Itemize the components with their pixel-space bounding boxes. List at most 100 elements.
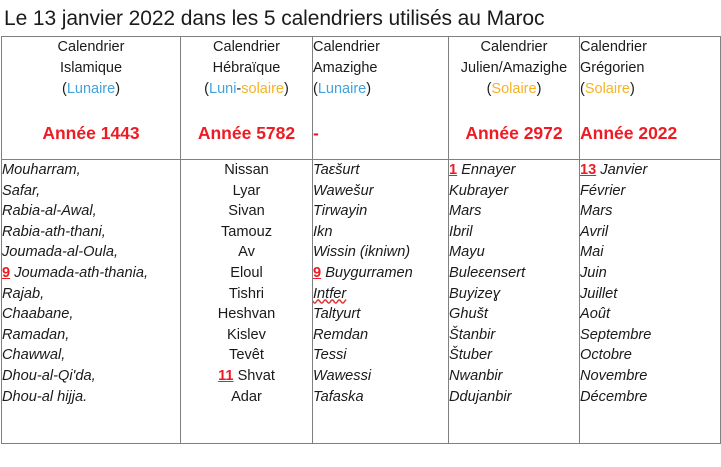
month-name: Buygurramen xyxy=(325,264,413,281)
calendar-type-label: (Lunaire) xyxy=(2,79,180,100)
paren-open: ( xyxy=(204,81,209,97)
month-name: Eloul xyxy=(230,264,263,281)
list-item: 11 Shvat xyxy=(181,366,312,387)
calendar-type-label: (Lunaire) xyxy=(313,79,448,100)
month-name: Kubrayer xyxy=(449,182,509,199)
list-item: Août xyxy=(580,304,720,325)
paren-close: ) xyxy=(536,81,542,97)
list-item: 9 Buygurramen xyxy=(313,263,448,284)
list-item: Avril xyxy=(580,222,720,243)
list-item: Intfer xyxy=(313,284,448,305)
calendar-year-amazighe: - xyxy=(313,123,319,143)
month-name: Rajab, xyxy=(2,285,45,302)
calendar-months-julien-amazighe: 1 Ennayer Kubrayer Mars Ibril Mayu Buleɛenser… xyxy=(448,159,580,444)
list-item: Safar, xyxy=(2,181,180,202)
list-item: Chawwal, xyxy=(2,345,180,366)
month-name: Mayu xyxy=(449,244,485,261)
calendar-type-label: (Solaire) xyxy=(580,79,720,100)
calendar-header-h-bra-que: Calendrier Hébraïque (Luni-solaire) Année 5… xyxy=(180,36,313,160)
calendar-header-islamique: Calendrier Islamique (Lunaire) Année 1443 xyxy=(1,36,181,160)
list-item: Sivan xyxy=(181,201,312,222)
calendar-months-gr-gorien: 13 Janvier Février Mars Avril Mai Juin Juillet… xyxy=(579,159,721,444)
month-name: Štuber xyxy=(449,347,492,364)
month-name: Taɛšurt xyxy=(313,162,360,178)
month-name: Tirwayin xyxy=(313,203,368,220)
month-name: Av xyxy=(238,244,255,261)
list-item: Ikn xyxy=(313,222,448,243)
calendar-type-lunaire: Lunaire xyxy=(317,81,367,97)
month-name: Lyar xyxy=(232,182,261,199)
list-item: Juillet xyxy=(580,284,720,305)
month-name: Sivan xyxy=(228,203,265,220)
month-name: Remdan xyxy=(313,326,369,343)
list-item: Joumada-al-Oula, xyxy=(2,242,180,263)
month-name: Ikn xyxy=(313,223,333,240)
list-item: Wawessi xyxy=(313,366,448,387)
calendar-name-line1: Calendrier xyxy=(580,39,647,55)
month-name: Intfer xyxy=(313,285,347,302)
list-item: Ddujanbir xyxy=(449,387,579,408)
list-item: Štanbir xyxy=(449,325,579,346)
month-name: Août xyxy=(580,306,611,323)
month-name: Tessi xyxy=(313,347,347,364)
list-item: Ghušt xyxy=(449,304,579,325)
month-name: Shvat xyxy=(237,367,275,384)
list-item: Nissan xyxy=(181,160,312,181)
list-item: Lyar xyxy=(181,181,312,202)
calendar-year-julien-amazighe: Année 2972 xyxy=(465,123,563,143)
calendar-type-lunaire: Luni xyxy=(209,81,237,97)
table-body-row: Mouharram, Safar, Rabia-al-Awal, Rabia-ath-… xyxy=(1,159,721,444)
list-item: Novembre xyxy=(580,366,720,387)
list-item: Juin xyxy=(580,263,720,284)
list-item: Taɛšurt xyxy=(313,160,448,181)
month-name: Octobre xyxy=(580,347,632,364)
month-name: Adar xyxy=(231,388,262,405)
list-item: Tishri xyxy=(181,284,312,305)
list-item: Rajab, xyxy=(2,284,180,305)
list-item: 9 Joumada-ath-thania, xyxy=(2,263,180,284)
month-name: Mai xyxy=(580,244,604,261)
list-item: Tamouz xyxy=(181,222,312,243)
highlighted-day: 9 xyxy=(313,264,322,281)
month-name: Septembre xyxy=(580,326,652,343)
list-item: Chaabane, xyxy=(2,304,180,325)
paren-close: ) xyxy=(366,81,372,97)
highlighted-day: 13 xyxy=(580,162,597,178)
list-item: Av xyxy=(181,242,312,263)
paren-close: ) xyxy=(283,81,289,97)
list-item: Taltyurt xyxy=(313,304,448,325)
month-name: Štanbir xyxy=(449,326,496,343)
month-name: Chaabane, xyxy=(2,306,74,323)
month-name: Ennayer xyxy=(461,162,516,178)
list-item: Tafaska xyxy=(313,387,448,408)
list-item: Dhou-al hijja. xyxy=(2,387,180,408)
calendar-name-line2: Islamique xyxy=(59,60,123,76)
paren-open: ( xyxy=(486,81,492,97)
list-item: Ramadan, xyxy=(2,325,180,346)
month-name: Ghušt xyxy=(449,306,488,323)
calendar-type-solaire: solaire xyxy=(241,81,284,97)
calendar-year-h-bra-que: Année 5782 xyxy=(197,123,296,143)
month-name: Mouharram, xyxy=(2,162,81,178)
list-item: Rabia-ath-thani, xyxy=(2,222,180,243)
calendar-header-julien-amazighe: Calendrier Julien/Amazighe (Solaire) Année … xyxy=(448,36,580,160)
calendar-type-solaire: Solaire xyxy=(491,81,537,97)
list-item: Septembre xyxy=(580,325,720,346)
month-list: Taɛšurt Wawešur Tirwayin Ikn Wissin (ikniwn)… xyxy=(313,160,448,407)
list-item: Buyizeɣ xyxy=(449,284,579,305)
paren-close: ) xyxy=(629,81,635,97)
month-name: Janvier xyxy=(600,162,648,178)
month-name: Joumada-ath-thania, xyxy=(14,264,149,281)
list-item: Mars xyxy=(580,201,720,222)
list-item: 13 Janvier xyxy=(580,160,720,181)
month-list: 1 Ennayer Kubrayer Mars Ibril Mayu Buleɛenser… xyxy=(449,160,579,407)
calendar-year-gr-gorien: Année 2022 xyxy=(580,123,678,143)
list-item: Mars xyxy=(449,201,579,222)
month-name: Décembre xyxy=(580,388,648,405)
list-item: Heshvan xyxy=(181,304,312,325)
list-item: Rabia-al-Awal, xyxy=(2,201,180,222)
calendar-type-label: (Luni-solaire) xyxy=(181,79,312,100)
month-name: Dhou-al-Qi'da, xyxy=(2,367,96,384)
list-item: Tirwayin xyxy=(313,201,448,222)
list-item: 1 Ennayer xyxy=(449,160,579,181)
